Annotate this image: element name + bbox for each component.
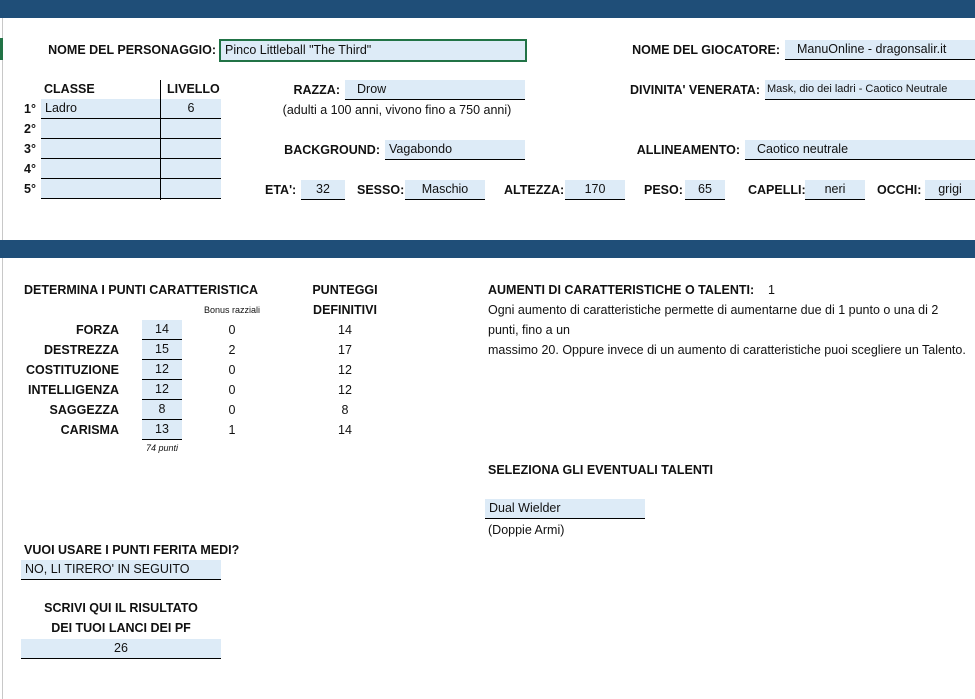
level-field[interactable] <box>161 139 221 159</box>
final-header-2: DEFINITIVI <box>313 303 377 317</box>
class-field[interactable]: Ladro <box>41 99 160 119</box>
weight-label: PESO: <box>644 183 683 197</box>
ability-base-field[interactable]: 15 <box>142 340 182 360</box>
eyes-label: OCCHI: <box>877 183 922 197</box>
abilities-title: DETERMINA I PUNTI CARATTERISTICA <box>24 283 259 297</box>
class-row-number: 3° <box>24 142 36 156</box>
alignment-field[interactable]: Caotico neutrale <box>745 140 975 160</box>
bonus-header: Bonus razziali <box>203 305 261 315</box>
class-field[interactable] <box>41 159 160 179</box>
deity-label: DIVINITA' VENERATA: <box>629 83 760 97</box>
class-row-number: 4° <box>24 162 36 176</box>
ability-final-score: 14 <box>338 423 352 437</box>
hp-roll-field[interactable]: 26 <box>21 639 221 659</box>
ability-base-field[interactable]: 12 <box>142 360 182 380</box>
ability-racial-bonus: 0 <box>228 383 236 397</box>
row-selection-marker <box>0 38 3 60</box>
class-field[interactable] <box>41 119 160 139</box>
sex-field[interactable]: Maschio <box>405 180 485 200</box>
ability-final-score: 14 <box>338 323 352 337</box>
ability-final-score: 12 <box>338 363 352 377</box>
ability-final-score: 12 <box>338 383 352 397</box>
class-header: CLASSE <box>44 82 95 96</box>
race-note: (adulti a 100 anni, vivono fino a 750 an… <box>282 103 512 117</box>
ability-racial-bonus: 2 <box>228 343 236 357</box>
improvements-text-1: Ogni aumento di caratteristiche permette… <box>488 303 939 337</box>
player-name-field[interactable]: ManuOnline - dragonsalir.it <box>785 40 975 60</box>
level-field[interactable] <box>161 179 221 199</box>
character-name-field[interactable]: Pinco Littleball "The Third" <box>219 39 527 62</box>
hp-roll-label-2: DEI TUOI LANCI DEI PF <box>51 621 191 635</box>
character-name-label: NOME DEL PERSONAGGIO: <box>48 43 216 57</box>
level-field[interactable] <box>161 159 221 179</box>
avg-hp-question: VUOI USARE I PUNTI FERITA MEDI? <box>24 543 240 557</box>
class-row-number: 1° <box>24 102 36 116</box>
race-field[interactable]: Drow <box>345 80 525 100</box>
ability-base-field[interactable]: 14 <box>142 320 182 340</box>
height-label: ALTEZZA: <box>504 183 565 197</box>
hair-label: CAPELLI: <box>748 183 806 197</box>
sex-label: SESSO: <box>357 183 405 197</box>
ability-name: SAGGEZZA <box>49 403 119 417</box>
class-row-number: 5° <box>24 182 36 196</box>
eyes-field[interactable]: grigi <box>925 180 975 200</box>
height-field[interactable]: 170 <box>565 180 625 200</box>
feat-note: (Doppie Armi) <box>488 523 565 537</box>
ability-racial-bonus: 0 <box>228 323 236 337</box>
ability-final-score: 17 <box>338 343 352 357</box>
player-name-label: NOME DEL GIOCATORE: <box>632 43 780 57</box>
weight-field[interactable]: 65 <box>685 180 725 200</box>
level-header: LIVELLO <box>167 82 220 96</box>
avg-hp-field[interactable]: NO, LI TIRERO' IN SEGUITO <box>21 560 221 580</box>
ability-name: DESTREZZA <box>44 343 119 357</box>
ability-name: COSTITUZIONE <box>25 363 119 377</box>
ability-name: CARISMA <box>60 423 119 437</box>
feats-label: SELEZIONA GLI EVENTUALI TALENTI <box>488 463 713 477</box>
level-field[interactable]: 6 <box>161 99 221 119</box>
improvements-text: Ogni aumento di caratteristiche permette… <box>488 300 968 360</box>
ability-name: INTELLIGENZA <box>28 383 119 397</box>
class-field[interactable] <box>41 179 160 199</box>
ability-base-field[interactable]: 12 <box>142 380 182 400</box>
background-field[interactable]: Vagabondo <box>385 140 525 160</box>
section-band <box>0 240 975 258</box>
class-divider <box>160 80 161 200</box>
hair-field[interactable]: neri <box>805 180 865 200</box>
class-row-number: 2° <box>24 122 36 136</box>
header-band <box>0 0 975 18</box>
ability-racial-bonus: 1 <box>228 423 236 437</box>
feat-field[interactable]: Dual Wielder <box>485 499 645 519</box>
ability-racial-bonus: 0 <box>228 403 236 417</box>
deity-field[interactable]: Mask, dio dei ladri - Caotico Neutrale <box>765 80 975 100</box>
improvements-count: 1 <box>768 283 775 297</box>
class-field[interactable] <box>41 139 160 159</box>
improvements-label: AUMENTI DI CARATTERISTICHE O TALENTI: <box>488 283 755 297</box>
final-header-1: PUNTEGGI <box>312 283 378 297</box>
ability-base-field[interactable]: 13 <box>142 420 182 440</box>
hp-roll-label-1: SCRIVI QUI IL RISULTATO <box>44 601 198 615</box>
background-label: BACKGROUND: <box>284 143 380 157</box>
level-field[interactable] <box>161 119 221 139</box>
age-field[interactable]: 32 <box>301 180 345 200</box>
improvements-text-2: massimo 20. Oppure invece di un aumento … <box>488 343 966 357</box>
points-total: 74 punti <box>145 443 179 453</box>
age-label: ETA': <box>265 183 297 197</box>
alignment-label: ALLINEAMENTO: <box>636 143 740 157</box>
ability-name: FORZA <box>75 323 119 337</box>
sheet-left-border <box>2 18 3 699</box>
ability-final-score: 8 <box>341 403 349 417</box>
ability-base-field[interactable]: 8 <box>142 400 182 420</box>
ability-racial-bonus: 0 <box>228 363 236 377</box>
race-label: RAZZA: <box>293 83 340 97</box>
